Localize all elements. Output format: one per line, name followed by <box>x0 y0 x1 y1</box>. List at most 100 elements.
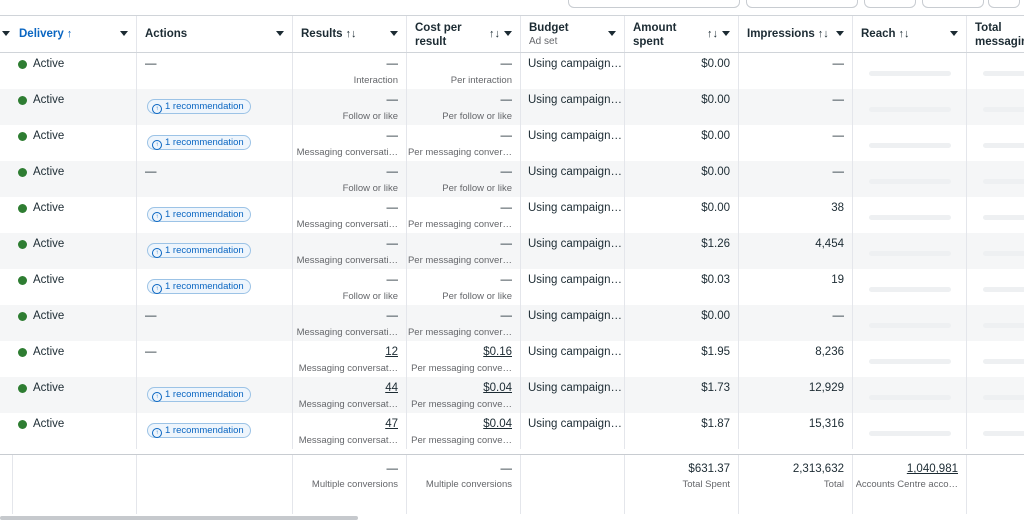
chevron-down-icon[interactable] <box>722 31 730 36</box>
table-row[interactable]: Active ↑ 1 recommendation — Messaging conver… <box>0 125 1024 161</box>
delivery-cell[interactable]: Active <box>0 413 137 449</box>
budget-cell[interactable]: Using campaign… <box>521 89 625 125</box>
toolbar-button[interactable] <box>922 0 984 8</box>
column-header-impressions[interactable]: Impressions ↑↓ <box>739 16 853 52</box>
toolbar-button[interactable] <box>988 0 1020 8</box>
status-dot-icon <box>18 276 27 285</box>
table-row[interactable]: Active — 12 Messaging conversat… $0.16 Per me… <box>0 341 1024 377</box>
budget-cell[interactable]: Using campaign… <box>521 341 625 377</box>
budget-cell[interactable]: Using campaign… <box>521 53 625 89</box>
loading-placeholder <box>983 179 1024 184</box>
total-messaging-cell <box>967 197 1024 233</box>
recommendation-label: 1 recommendation <box>165 101 244 112</box>
sort-icon[interactable]: ↑↓ <box>898 28 910 40</box>
delivery-cell[interactable]: Active <box>0 233 137 269</box>
scrollbar-thumb[interactable] <box>0 516 358 520</box>
delivery-cell[interactable]: Active <box>0 53 137 89</box>
cost-per-result-value[interactable]: $0.16 <box>483 346 512 358</box>
amount-spent-cell: $1.87 <box>625 413 739 449</box>
chevron-down-icon[interactable] <box>608 31 616 36</box>
chevron-down-icon[interactable] <box>390 31 398 36</box>
column-header-results[interactable]: Results ↑↓ <box>293 16 407 52</box>
delivery-cell[interactable]: Active <box>0 269 137 305</box>
footer-results: — Multiple conversions <box>293 455 407 515</box>
chevron-down-icon[interactable] <box>836 31 844 36</box>
cost-per-result-value: — <box>500 274 513 286</box>
total-messaging-cell <box>967 377 1024 413</box>
table-row[interactable]: Active ↑ 1 recommendation — Messaging conver… <box>0 197 1024 233</box>
footer-cost-per-result: — Multiple conversions <box>407 455 521 515</box>
footer-impressions-label: Total <box>823 479 844 490</box>
column-header-actions[interactable]: Actions <box>137 16 293 52</box>
column-header-cost-per-result[interactable]: Cost per result ↑↓ <box>407 16 521 52</box>
amount-spent-value: $0.00 <box>701 166 730 178</box>
recommendation-badge[interactable]: ↑ 1 recommendation <box>147 423 251 438</box>
column-header-budget[interactable]: Budget Ad set <box>521 16 625 52</box>
amount-spent-cell: $0.00 <box>625 305 739 341</box>
chevron-down-icon[interactable] <box>2 31 10 36</box>
budget-value: Using campaign… <box>528 274 622 286</box>
recommendation-badge[interactable]: ↑ 1 recommendation <box>147 243 251 258</box>
recommendation-badge[interactable]: ↑ 1 recommendation <box>147 207 251 222</box>
chevron-down-icon[interactable] <box>504 31 512 36</box>
table-row[interactable]: Active ↑ 1 recommendation 47 Messaging conve… <box>0 413 1024 449</box>
amount-spent-cell: $0.00 <box>625 125 739 161</box>
column-header-reach[interactable]: Reach ↑↓ <box>853 16 967 52</box>
budget-cell[interactable]: Using campaign… <box>521 305 625 341</box>
table-row[interactable]: Active — — Interaction — Per interaction Using… <box>0 53 1024 89</box>
budget-value: Using campaign… <box>528 166 622 178</box>
horizontal-scrollbar[interactable] <box>0 514 1024 520</box>
delivery-cell[interactable]: Active <box>0 197 137 233</box>
recommendation-badge[interactable]: ↑ 1 recommendation <box>147 99 251 114</box>
column-header-delivery[interactable]: Delivery ↑ <box>0 16 137 52</box>
table-row[interactable]: Active ↑ 1 recommendation — Messaging conver… <box>0 233 1024 269</box>
column-header-amount-spent[interactable]: Amount spent ↑↓ <box>625 16 739 52</box>
loading-placeholder <box>983 395 1024 400</box>
budget-cell[interactable]: Using campaign… <box>521 269 625 305</box>
delivery-cell[interactable]: Active <box>0 125 137 161</box>
recommendation-badge[interactable]: ↑ 1 recommendation <box>147 387 251 402</box>
amount-spent-cell: $0.03 <box>625 269 739 305</box>
recommendation-badge[interactable]: ↑ 1 recommendation <box>147 135 251 150</box>
results-value[interactable]: 12 <box>385 346 398 358</box>
results-value: — <box>386 202 399 214</box>
budget-cell[interactable]: Using campaign… <box>521 377 625 413</box>
chevron-down-icon[interactable] <box>950 31 958 36</box>
delivery-cell[interactable]: Active <box>0 161 137 197</box>
delivery-cell[interactable]: Active <box>0 305 137 341</box>
total-messaging-cell <box>967 341 1024 377</box>
footer-reach-value[interactable]: 1,040,981 <box>906 463 958 475</box>
sort-icon[interactable]: ↑↓ <box>707 28 718 40</box>
budget-cell[interactable]: Using campaign… <box>521 233 625 269</box>
delivery-cell[interactable]: Active <box>0 89 137 125</box>
results-value[interactable]: 44 <box>385 382 398 394</box>
cost-per-result-value[interactable]: $0.04 <box>483 382 512 394</box>
delivery-cell[interactable]: Active <box>0 377 137 413</box>
table-row[interactable]: Active ↑ 1 recommendation — Follow or like — P… <box>0 89 1024 125</box>
recommendation-badge[interactable]: ↑ 1 recommendation <box>147 279 251 294</box>
table-row[interactable]: Active — — Follow or like — Per follow or lik… <box>0 161 1024 197</box>
results-value[interactable]: 47 <box>385 418 398 430</box>
column-header-total-messaging[interactable]: Total messaging <box>967 16 1024 52</box>
sort-icon[interactable]: ↑↓ <box>345 28 357 40</box>
results-type: Messaging conversat… <box>298 399 398 410</box>
reach-cell <box>853 341 967 377</box>
budget-cell[interactable]: Using campaign… <box>521 161 625 197</box>
table-row[interactable]: Active — — Messaging conversati… — Per messag… <box>0 305 1024 341</box>
recommendation-icon: ↑ <box>152 104 162 114</box>
table-row[interactable]: Active ↑ 1 recommendation — Follow or like — P… <box>0 269 1024 305</box>
delivery-cell[interactable]: Active <box>0 341 137 377</box>
toolbar-button[interactable] <box>568 0 740 8</box>
chevron-down-icon[interactable] <box>276 31 284 36</box>
budget-cell[interactable]: Using campaign… <box>521 413 625 449</box>
cost-per-result-value[interactable]: $0.04 <box>483 418 512 430</box>
chevron-down-icon[interactable] <box>120 31 128 36</box>
sort-icon[interactable]: ↑↓ <box>489 28 500 40</box>
budget-cell[interactable]: Using campaign… <box>521 197 625 233</box>
table-row[interactable]: Active ↑ 1 recommendation 44 Messaging conve… <box>0 377 1024 413</box>
sort-icon[interactable]: ↑↓ <box>817 28 829 40</box>
toolbar-button[interactable] <box>864 0 916 8</box>
toolbar-button[interactable] <box>746 0 858 8</box>
budget-cell[interactable]: Using campaign… <box>521 125 625 161</box>
sort-asc-icon[interactable]: ↑ <box>66 28 73 40</box>
